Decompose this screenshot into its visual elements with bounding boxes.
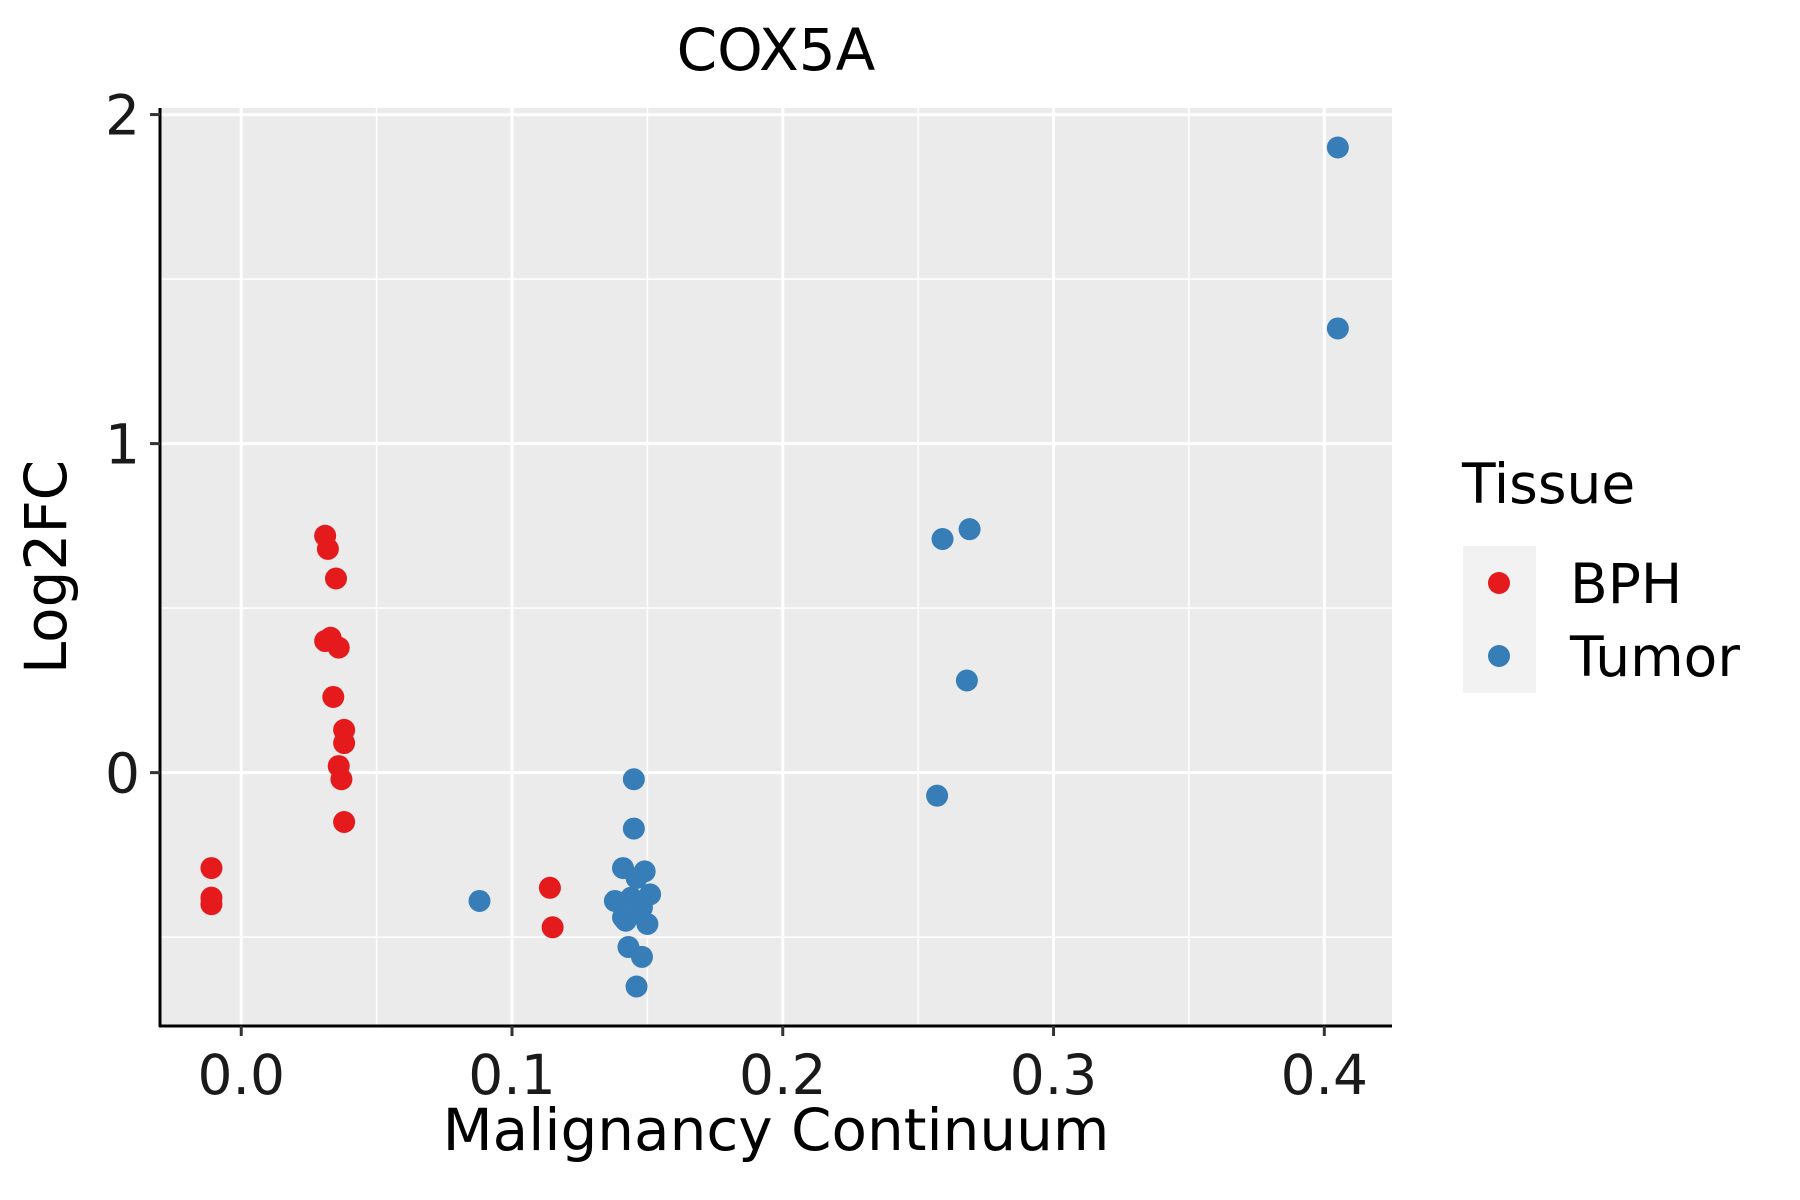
point-tumor xyxy=(1326,136,1349,159)
y-axis-ticks: 0 1 2 xyxy=(105,84,160,806)
point-tumor xyxy=(630,945,653,968)
point-tumor xyxy=(1326,317,1349,340)
x-tick-label: 0.0 xyxy=(197,1043,284,1107)
legend-key-tumor xyxy=(1488,645,1510,667)
point-bph xyxy=(200,857,223,880)
point-bph xyxy=(200,893,223,916)
point-tumor xyxy=(958,518,981,541)
x-tick-label: 0.1 xyxy=(468,1043,555,1107)
chart-title: COX5A xyxy=(677,16,876,84)
x-tick-label: 0.2 xyxy=(739,1043,826,1107)
y-tick-label: 0 xyxy=(105,742,140,806)
point-bph xyxy=(322,685,345,708)
y-tick-label: 1 xyxy=(105,413,140,477)
legend: Tissue BPH Tumor xyxy=(1461,452,1740,693)
legend-key-bph xyxy=(1488,572,1510,594)
point-bph xyxy=(333,732,356,755)
point-tumor xyxy=(468,889,491,912)
legend-label-bph: BPH xyxy=(1570,552,1682,616)
point-bph xyxy=(325,567,347,590)
point-bph xyxy=(316,537,339,560)
minor-gridlines xyxy=(160,108,1392,1026)
x-tick-label: 0.4 xyxy=(1281,1043,1368,1107)
point-bph xyxy=(330,768,353,791)
point-bph xyxy=(327,636,350,659)
legend-title: Tissue xyxy=(1461,452,1635,516)
point-tumor xyxy=(622,768,645,791)
x-axis-ticks: 0.0 0.1 0.2 0.3 0.4 xyxy=(197,1026,1368,1107)
point-tumor xyxy=(625,866,648,889)
legend-label-tumor: Tumor xyxy=(1569,625,1740,689)
point-bph xyxy=(541,916,564,939)
point-tumor xyxy=(955,669,978,692)
point-tumor xyxy=(926,784,949,807)
point-bph xyxy=(333,811,356,833)
legend-key-background xyxy=(1463,546,1536,693)
point-bph xyxy=(538,876,561,899)
point-tumor xyxy=(636,913,659,935)
point-tumor xyxy=(614,909,637,932)
y-tick-label: 2 xyxy=(105,84,140,148)
point-tumor xyxy=(625,975,648,998)
data-points xyxy=(200,136,1349,998)
plot-panel xyxy=(160,108,1392,1026)
x-axis-title: Malignancy Continuum xyxy=(443,1096,1110,1164)
point-tumor xyxy=(622,817,645,840)
major-gridlines xyxy=(160,108,1392,1026)
point-tumor xyxy=(931,528,954,551)
y-axis-title: Log2FC xyxy=(12,460,80,674)
x-tick-label: 0.3 xyxy=(1010,1043,1097,1107)
